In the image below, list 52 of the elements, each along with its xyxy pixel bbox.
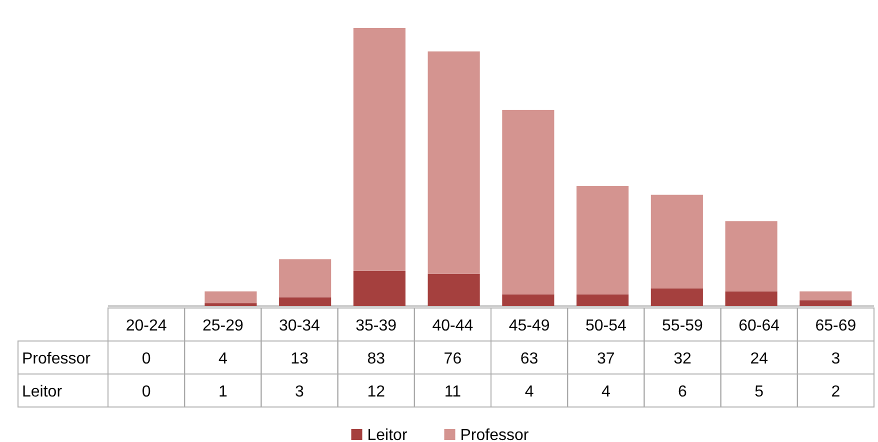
- data-label: 24: [750, 350, 768, 368]
- legend-label: Leitor: [367, 427, 408, 442]
- x-tick-label: 55-59: [662, 318, 704, 334]
- data-label: 76: [444, 350, 462, 368]
- x-tick-label: 30-34: [279, 318, 320, 334]
- data-label: 83: [367, 350, 386, 368]
- data-label: 63: [520, 350, 538, 368]
- x-tick-label: 45-49: [508, 318, 550, 334]
- data-label: 3: [831, 350, 840, 368]
- x-tick-label: 60-64: [738, 318, 780, 334]
- bar: [279, 259, 332, 298]
- bar: [204, 303, 257, 306]
- bar: [800, 291, 852, 300]
- bar: [279, 297, 332, 306]
- data-label: 2: [831, 384, 840, 400]
- data-label: 4: [524, 384, 534, 400]
- data-label: 3: [295, 384, 304, 400]
- data-label: 37: [597, 350, 615, 368]
- x-tick-label: 40-44: [432, 318, 474, 334]
- bar: [800, 300, 852, 306]
- x-tick-label: 25-29: [202, 318, 244, 334]
- text: Leitor: [22, 384, 62, 400]
- x-tick-label: 20-24: [126, 318, 167, 334]
- bar: [576, 186, 629, 294]
- legend-label: Professor: [460, 427, 530, 442]
- bar: [353, 28, 406, 271]
- x-tick-label: 65-69: [815, 318, 856, 334]
- bar: [502, 110, 554, 294]
- bar: [428, 274, 480, 306]
- bar: [650, 194, 703, 288]
- data-label: 32: [674, 350, 692, 368]
- bar: [650, 288, 703, 306]
- text: Professor: [22, 350, 90, 368]
- data-label: 11: [444, 384, 462, 400]
- bar: [502, 294, 554, 306]
- data-label: 13: [290, 350, 308, 368]
- bar: [353, 270, 406, 306]
- data-label: 0: [142, 384, 151, 400]
- data-label: 6: [678, 384, 688, 400]
- data-label: 5: [754, 384, 764, 400]
- bar: [725, 221, 778, 292]
- bar: [576, 294, 629, 306]
- data-label: 1: [218, 384, 228, 400]
- data-label: 4: [218, 350, 228, 368]
- bar: [725, 291, 778, 306]
- data-label: 0: [142, 350, 151, 368]
- x-tick-label: 35-39: [356, 318, 397, 334]
- data-label: 12: [367, 384, 386, 400]
- bar: [428, 51, 480, 274]
- data-label: 4: [601, 384, 610, 400]
- bar: [204, 291, 257, 304]
- x-tick-label: 50-54: [585, 318, 626, 334]
